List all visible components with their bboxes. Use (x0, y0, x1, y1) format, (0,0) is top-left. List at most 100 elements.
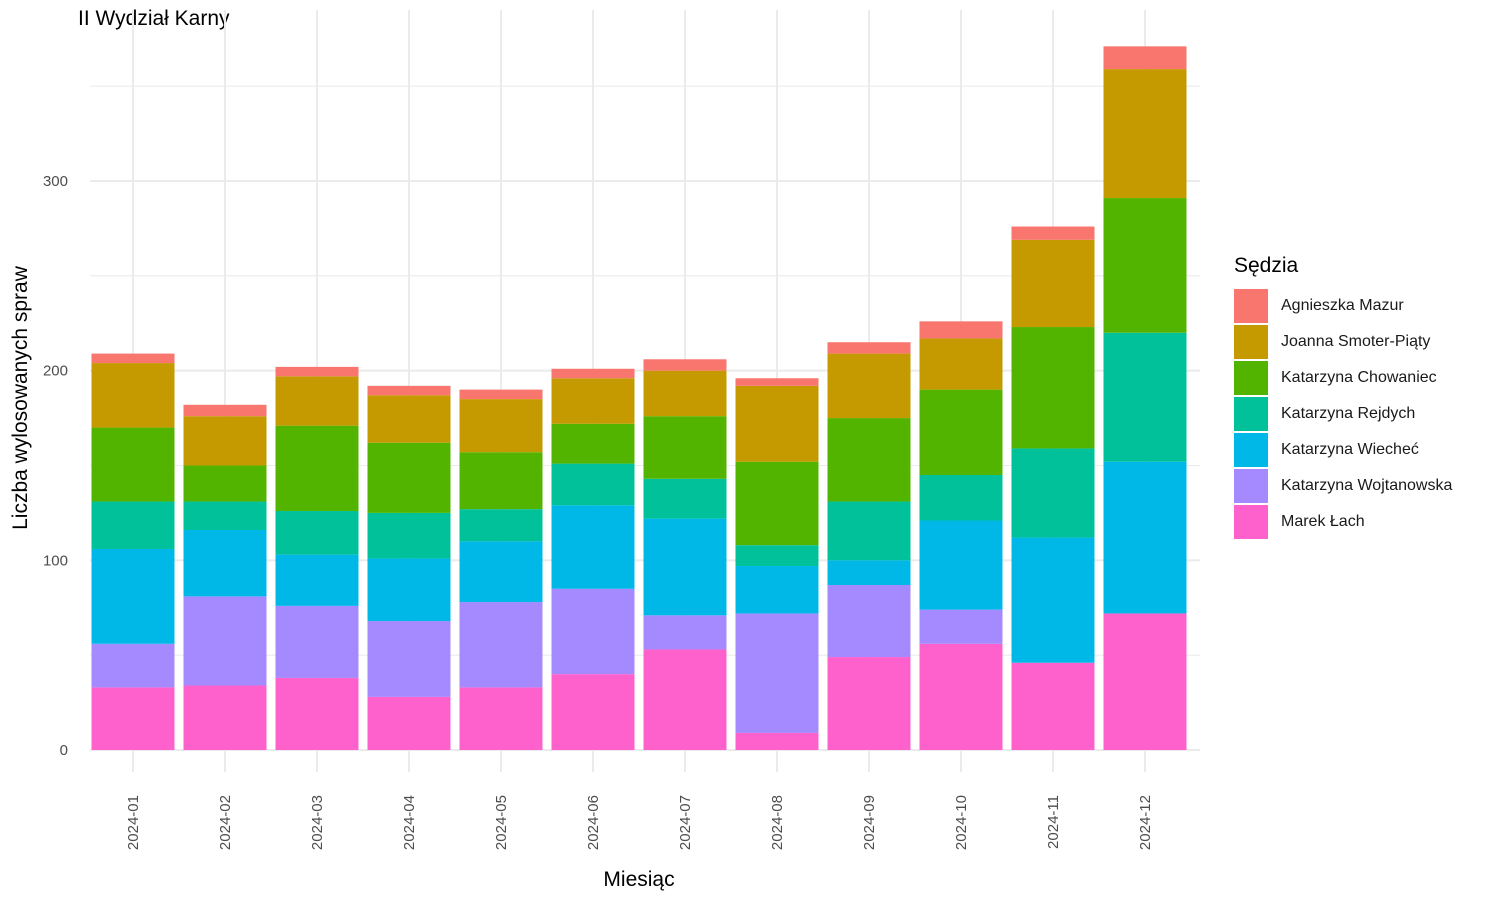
bar-segment (459, 389, 543, 400)
x-axis-title: Miesiąc (603, 868, 674, 891)
bar-segment (367, 442, 451, 513)
bar-segment (183, 404, 267, 417)
bar-segment (827, 418, 911, 502)
bar-segment (551, 588, 635, 675)
y-axis-title: Liczba wylosowanych spraw (9, 265, 32, 530)
bar-segment (919, 321, 1003, 339)
bars (91, 46, 1187, 750)
bar-segment (183, 465, 267, 502)
bar-segment (1103, 613, 1187, 750)
x-tick-label: 2024-01 (125, 795, 142, 850)
bar-segment (91, 643, 175, 688)
bar-segment (367, 621, 451, 697)
legend-item: Agnieszka Mazur (1234, 288, 1452, 324)
bar-segment (275, 425, 359, 512)
legend-label: Katarzyna Wojtanowska (1281, 477, 1453, 494)
bar-segment (551, 463, 635, 506)
bar-segment (735, 385, 819, 462)
bar-segment (919, 609, 1003, 644)
bar-segment (827, 560, 911, 585)
bar-segment (91, 687, 175, 750)
chart-title: II Wydział Karny (78, 7, 230, 30)
bar-segment (643, 478, 727, 519)
y-tick-label: 300 (43, 173, 68, 190)
bar-segment (735, 732, 819, 750)
x-tick-label: 2024-12 (1137, 795, 1154, 850)
legend-label: Agnieszka Mazur (1281, 297, 1404, 314)
bar-segment (735, 545, 819, 567)
legend-key (1234, 397, 1268, 431)
legend-item: Katarzyna Rejdych (1234, 396, 1452, 432)
bar-segment (827, 584, 911, 658)
bar-segment (367, 395, 451, 443)
x-tick-label: 2024-04 (401, 795, 418, 850)
bar-segment (459, 509, 543, 542)
bar-segment (367, 385, 451, 396)
x-tick-label: 2024-07 (677, 795, 694, 850)
bar-segment (183, 501, 267, 530)
x-tick-label: 2024-09 (861, 795, 878, 850)
bar-segment (183, 529, 267, 597)
legend-key (1234, 469, 1268, 503)
bar-segment (551, 505, 635, 589)
bar-segment (1011, 226, 1095, 240)
bar-segment (919, 520, 1003, 610)
legend-label: Marek Łach (1281, 513, 1365, 530)
x-tick-label: 2024-02 (217, 795, 234, 850)
legend-label: Katarzyna Rejdych (1281, 405, 1416, 422)
bar-segment (459, 602, 543, 688)
bar-segment (275, 605, 359, 678)
bar-segment (1103, 69, 1187, 199)
y-tick-label: 200 (43, 363, 68, 380)
legend-label: Katarzyna Wiecheć (1281, 441, 1419, 458)
bar-segment (91, 548, 175, 644)
bar-segment (643, 615, 727, 650)
bar-segment (551, 378, 635, 424)
bar-segment (459, 687, 543, 750)
bar-segment (919, 474, 1003, 521)
bar-segment (735, 461, 819, 546)
bar-segment (1103, 332, 1187, 462)
y-axis-ticks: 0 100 200 300 (43, 173, 68, 759)
bar-segment (735, 613, 819, 733)
bar-segment (1011, 239, 1095, 328)
bar-segment (1103, 46, 1187, 70)
bar-segment (275, 366, 359, 377)
legend-key (1234, 289, 1268, 323)
bar-segment (367, 696, 451, 750)
bar-segment (91, 427, 175, 502)
bar-segment (735, 566, 819, 614)
legend-item: Marek Łach (1234, 504, 1452, 540)
bar-segment (91, 501, 175, 549)
legend-key (1234, 433, 1268, 467)
bar-segment (643, 359, 727, 371)
legend-item: Joanna Smoter-Piąty (1234, 324, 1452, 360)
bar-segment (551, 368, 635, 379)
x-axis-ticks: 2024-01 2024-02 2024-03 2024-04 2024-05 2024-… (125, 795, 1154, 850)
legend-label: Katarzyna Chowaniec (1281, 369, 1437, 386)
x-tick-label: 2024-06 (585, 795, 602, 850)
x-tick-label: 2024-05 (493, 795, 510, 850)
bar-segment (643, 370, 727, 417)
bar-segment (367, 558, 451, 622)
bar-segment (735, 378, 819, 386)
bar-segment (183, 416, 267, 466)
bar-segment (91, 353, 175, 364)
legend-item: Katarzyna Chowaniec (1234, 360, 1452, 396)
bar-segment (1103, 461, 1187, 614)
x-tick-label: 2024-08 (769, 795, 786, 850)
legend-title: Sędzia (1234, 254, 1299, 277)
bar-segment (459, 399, 543, 453)
legend-key (1234, 325, 1268, 359)
x-tick-label: 2024-11 (1045, 795, 1062, 849)
bar-segment (1103, 198, 1187, 333)
legend-item: Katarzyna Wojtanowska (1234, 468, 1452, 504)
bar-segment (643, 518, 727, 616)
bar-segment (919, 643, 1003, 750)
y-tick-label: 100 (43, 552, 68, 569)
bar-segment (1011, 662, 1095, 750)
x-tick-label: 2024-10 (953, 795, 970, 850)
bar-segment (275, 376, 359, 426)
bar-segment (1011, 327, 1095, 449)
